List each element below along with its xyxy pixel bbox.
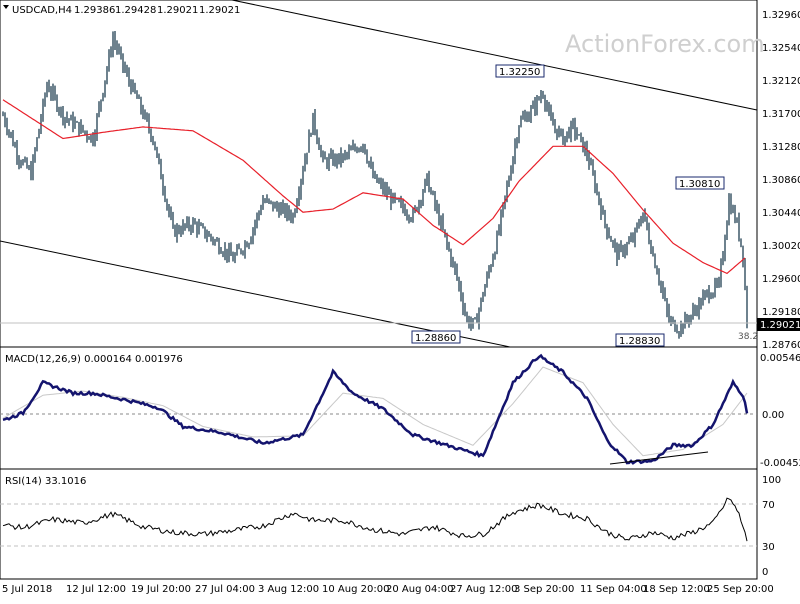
annotation-box — [675, 176, 725, 190]
macd-divergence-line — [609, 451, 709, 465]
close-value: 1.29021 — [199, 5, 240, 16]
chart-header: USDCAD,H4 1.29386 1.29428 1.29021 1.2902… — [3, 5, 240, 16]
price-axis: 1.32960 1.32540 1.32120 1.31700 1.31280 … — [762, 10, 800, 351]
price-tick-label: 1.30020 — [762, 241, 800, 252]
fib-level-label: 38.2 — [738, 332, 758, 342]
candlestick-series — [2, 31, 748, 339]
time-tick-label: 5 Jul 2018 — [2, 584, 52, 595]
open-value: 1.29386 — [74, 5, 115, 16]
time-tick-label: 25 Sep 20:00 — [707, 584, 774, 595]
time-tick-label: 10 Aug 20:00 — [322, 584, 389, 595]
lower-channel-line — [0, 240, 511, 348]
time-tick-label: 3 Sep 20:00 — [514, 584, 574, 595]
time-tick-label: 3 Aug 12:00 — [258, 584, 319, 595]
rsi-panel-frame — [0, 468, 758, 580]
price-tick-label: 1.30860 — [762, 175, 800, 186]
price-tick-label: 1.31280 — [762, 142, 800, 153]
price-tag-label: 1.29021 — [760, 320, 800, 331]
time-tick-label: 11 Sep 04:00 — [580, 584, 647, 595]
moving-average-line — [2, 99, 746, 275]
price-tick-label: 1.32540 — [762, 43, 800, 54]
time-tick-label: 27 Jul 04:00 — [195, 584, 255, 595]
price-tick-label: 1.29180 — [762, 307, 800, 318]
price-tick-label: 1.31700 — [762, 109, 800, 120]
main-panel-frame — [0, 0, 758, 348]
symbol-timeframe: USDCAD,H4 — [12, 5, 72, 16]
annotation-high-2: 1.30810 — [675, 176, 725, 190]
high-value: 1.29428 — [115, 5, 156, 16]
rsi-label: RSI(14) 33.1016 — [5, 476, 86, 487]
time-tick-label: 12 Jul 12:00 — [66, 584, 126, 595]
rsi-axis-label: 0 — [762, 567, 768, 578]
annotation-label: 1.30810 — [679, 179, 720, 190]
time-tick-label: 19 Jul 20:00 — [131, 584, 191, 595]
annotation-low-2: 1.28830 — [615, 333, 665, 347]
price-tag-box — [757, 318, 800, 331]
trend-channel — [0, 0, 758, 348]
time-axis: 5 Jul 2018 12 Jul 12:00 19 Jul 20:00 27 … — [2, 584, 774, 595]
rsi-axis-label: 70 — [762, 500, 775, 511]
macd-signal-line — [2, 366, 748, 457]
macd-axis-label: 0.00 — [762, 410, 784, 421]
dropdown-triangle-icon[interactable] — [3, 5, 9, 9]
price-tick-label: 1.32960 — [762, 10, 800, 21]
annotation-box — [615, 333, 665, 347]
rsi-line — [2, 497, 748, 542]
upper-channel-line — [231, 0, 758, 111]
annotation-box — [495, 64, 545, 78]
time-tick-label: 20 Aug 04:00 — [386, 584, 453, 595]
annotation-label: 1.28860 — [415, 333, 456, 344]
price-tick-label: 1.30440 — [762, 208, 800, 219]
time-tick-label: 27 Aug 12:00 — [450, 584, 517, 595]
price-tick-label: 1.28760 — [762, 340, 800, 351]
price-tick-label: 1.29600 — [762, 274, 800, 285]
annotation-label: 1.32250 — [499, 67, 540, 78]
annotation-high-1: 1.32250 — [495, 64, 545, 78]
macd-axis-label: -0.004527 — [760, 458, 800, 469]
annotation-low-1: 1.28860 — [411, 330, 461, 344]
macd-label: MACD(12,26,9) 0.000164 0.001976 — [5, 354, 183, 365]
annotation-label: 1.28830 — [619, 336, 660, 347]
rsi-axis-label: 30 — [762, 542, 775, 553]
macd-axis-label: 0.005465 — [760, 353, 800, 364]
macd-main-line — [2, 353, 749, 465]
annotation-box — [411, 330, 461, 344]
time-tick-label: 18 Sep 12:00 — [643, 584, 710, 595]
watermark: ActionForex.com — [565, 30, 765, 58]
current-price-tag: 1.29021 — [757, 318, 800, 331]
price-tick-label: 1.32120 — [762, 76, 800, 87]
rsi-axis-label: 100 — [762, 475, 781, 486]
low-value: 1.29021 — [157, 5, 198, 16]
